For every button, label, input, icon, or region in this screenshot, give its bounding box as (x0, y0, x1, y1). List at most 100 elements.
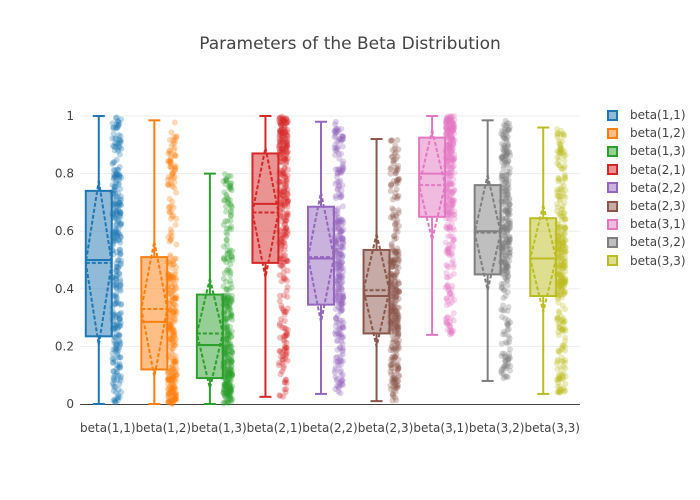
data-point (222, 336, 229, 343)
data-point (110, 376, 117, 383)
data-point (338, 299, 345, 306)
data-point (114, 171, 121, 178)
data-point (340, 240, 347, 247)
legend-item[interactable]: beta(3,2) (606, 233, 700, 251)
legend-item[interactable]: beta(3,1) (606, 215, 700, 233)
data-point (221, 347, 228, 354)
legend-item[interactable]: beta(1,3) (606, 142, 700, 160)
data-point (338, 275, 345, 282)
data-point (221, 350, 228, 357)
data-point (278, 241, 285, 248)
data-point (114, 194, 121, 201)
data-point (227, 295, 234, 302)
legend-item[interactable]: beta(2,3) (606, 197, 700, 215)
data-point (169, 274, 176, 281)
data-point (443, 202, 450, 209)
data-point (283, 175, 290, 182)
data-point (169, 319, 176, 326)
data-point (167, 159, 174, 166)
data-point (224, 391, 231, 398)
data-point (445, 182, 452, 189)
data-point (335, 127, 342, 134)
data-point (389, 263, 396, 270)
data-point (331, 127, 338, 134)
data-point (281, 155, 288, 162)
data-point (276, 142, 283, 149)
data-point (284, 118, 291, 125)
data-point (338, 222, 345, 229)
data-point (338, 286, 345, 293)
data-point (277, 212, 284, 219)
data-point (165, 290, 172, 297)
data-point (279, 206, 286, 213)
data-point (221, 364, 228, 371)
data-point (165, 308, 172, 315)
data-point (167, 334, 174, 341)
data-point (111, 201, 118, 208)
data-point (502, 315, 509, 322)
data-point (115, 372, 122, 379)
data-point (224, 397, 231, 404)
y-tick-label: 0.8 (55, 167, 74, 181)
data-point (113, 263, 120, 270)
data-point (276, 320, 283, 327)
data-point (333, 207, 340, 214)
data-point (114, 351, 121, 358)
data-point (502, 152, 509, 159)
data-point (279, 150, 286, 157)
data-point (281, 181, 288, 188)
data-point (339, 253, 346, 260)
data-point (338, 167, 345, 174)
legend-item[interactable]: beta(2,2) (606, 179, 700, 197)
data-point (283, 131, 290, 138)
legend-item[interactable]: beta(1,1) (606, 106, 700, 124)
legend-item[interactable]: beta(2,1) (606, 161, 700, 179)
data-point (172, 164, 179, 171)
data-point (331, 210, 338, 217)
data-point (282, 161, 289, 168)
data-point (337, 362, 344, 369)
data-point (118, 301, 125, 308)
data-point (226, 311, 233, 318)
data-point (395, 257, 402, 264)
data-point (277, 213, 284, 220)
data-point (339, 265, 346, 272)
data-point (279, 172, 286, 179)
data-point (394, 248, 401, 255)
data-point (116, 247, 123, 254)
data-point (277, 392, 284, 399)
legend-item[interactable]: beta(1,2) (606, 124, 700, 142)
data-point (336, 218, 343, 225)
data-point (173, 241, 180, 248)
data-point (393, 177, 400, 184)
data-point (115, 237, 122, 244)
data-point (117, 201, 124, 208)
data-point (228, 298, 235, 305)
data-point (332, 219, 339, 226)
data-point (336, 275, 343, 282)
data-point (282, 120, 289, 127)
data-point (335, 264, 342, 271)
data-point (117, 319, 124, 326)
data-point (284, 197, 291, 204)
data-point (170, 288, 177, 295)
data-point (112, 275, 119, 282)
data-point (227, 261, 234, 268)
data-point (166, 260, 173, 267)
data-point (171, 151, 178, 158)
data-point (276, 143, 283, 150)
legend-item[interactable]: beta(3,3) (606, 252, 700, 270)
data-point (116, 251, 123, 258)
data-point (338, 367, 345, 374)
data-point (170, 170, 177, 177)
data-point (395, 343, 402, 350)
data-point (283, 194, 290, 201)
data-point (340, 226, 347, 233)
data-point (172, 162, 179, 169)
data-point (224, 291, 231, 298)
data-point (168, 313, 175, 320)
data-point (222, 351, 229, 358)
data-point (336, 304, 343, 311)
data-point (167, 164, 174, 171)
data-point (443, 261, 450, 268)
